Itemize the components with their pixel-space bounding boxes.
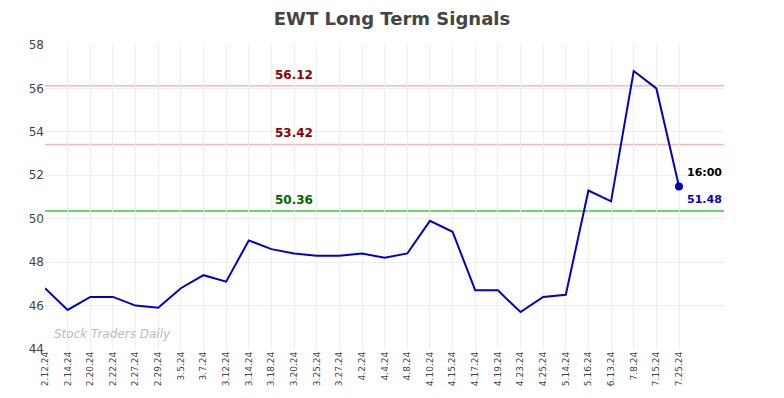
svg-text:EWT Long Term Signals: EWT Long Term Signals (274, 8, 510, 29)
svg-text:46: 46 (29, 299, 44, 313)
svg-text:53.42: 53.42 (275, 126, 313, 140)
svg-text:3.14.24: 3.14.24 (244, 352, 254, 387)
svg-text:58: 58 (29, 38, 44, 52)
svg-text:52: 52 (29, 168, 44, 182)
svg-text:4.15.24: 4.15.24 (447, 352, 457, 387)
svg-text:6.13.24: 6.13.24 (606, 352, 616, 387)
svg-text:51.48: 51.48 (687, 193, 722, 206)
svg-text:4.19.24: 4.19.24 (493, 352, 503, 387)
svg-text:2.20.24: 2.20.24 (85, 352, 95, 387)
svg-text:7.15.24: 7.15.24 (651, 352, 661, 387)
svg-text:44: 44 (29, 342, 44, 356)
svg-text:2.12.24: 2.12.24 (40, 352, 50, 387)
svg-text:48: 48 (29, 255, 44, 269)
svg-text:2.14.24: 2.14.24 (63, 352, 73, 387)
svg-text:54: 54 (29, 125, 44, 139)
svg-text:3.7.24: 3.7.24 (198, 352, 208, 381)
svg-text:2.29.24: 2.29.24 (153, 352, 163, 387)
svg-text:7.25.24: 7.25.24 (674, 352, 684, 387)
svg-text:4.25.24: 4.25.24 (538, 352, 548, 387)
svg-text:2.22.24: 2.22.24 (108, 352, 118, 387)
svg-text:4.2.24: 4.2.24 (357, 352, 367, 381)
svg-text:5.16.24: 5.16.24 (583, 352, 593, 387)
svg-text:4.8.24: 4.8.24 (402, 352, 412, 381)
svg-text:50.36: 50.36 (275, 193, 313, 207)
svg-text:3.27.24: 3.27.24 (334, 352, 344, 387)
svg-text:4.23.24: 4.23.24 (515, 352, 525, 387)
svg-text:3.18.24: 3.18.24 (266, 352, 276, 387)
svg-text:7.8.24: 7.8.24 (629, 352, 639, 381)
svg-text:Stock Traders Daily: Stock Traders Daily (54, 327, 171, 341)
svg-text:3.5.24: 3.5.24 (176, 352, 186, 381)
svg-text:5.14.24: 5.14.24 (561, 352, 571, 387)
svg-text:2.27.24: 2.27.24 (130, 352, 140, 387)
svg-text:56.12: 56.12 (275, 68, 313, 82)
svg-text:4.10.24: 4.10.24 (425, 352, 435, 387)
svg-text:3.20.24: 3.20.24 (289, 352, 299, 387)
svg-text:3.25.24: 3.25.24 (312, 352, 322, 387)
svg-text:3.12.24: 3.12.24 (221, 352, 231, 387)
svg-text:56: 56 (29, 82, 44, 96)
svg-text:50: 50 (29, 212, 44, 226)
svg-text:4.4.24: 4.4.24 (380, 352, 390, 381)
svg-text:4.17.24: 4.17.24 (470, 352, 480, 387)
svg-text:16:00: 16:00 (687, 166, 722, 179)
